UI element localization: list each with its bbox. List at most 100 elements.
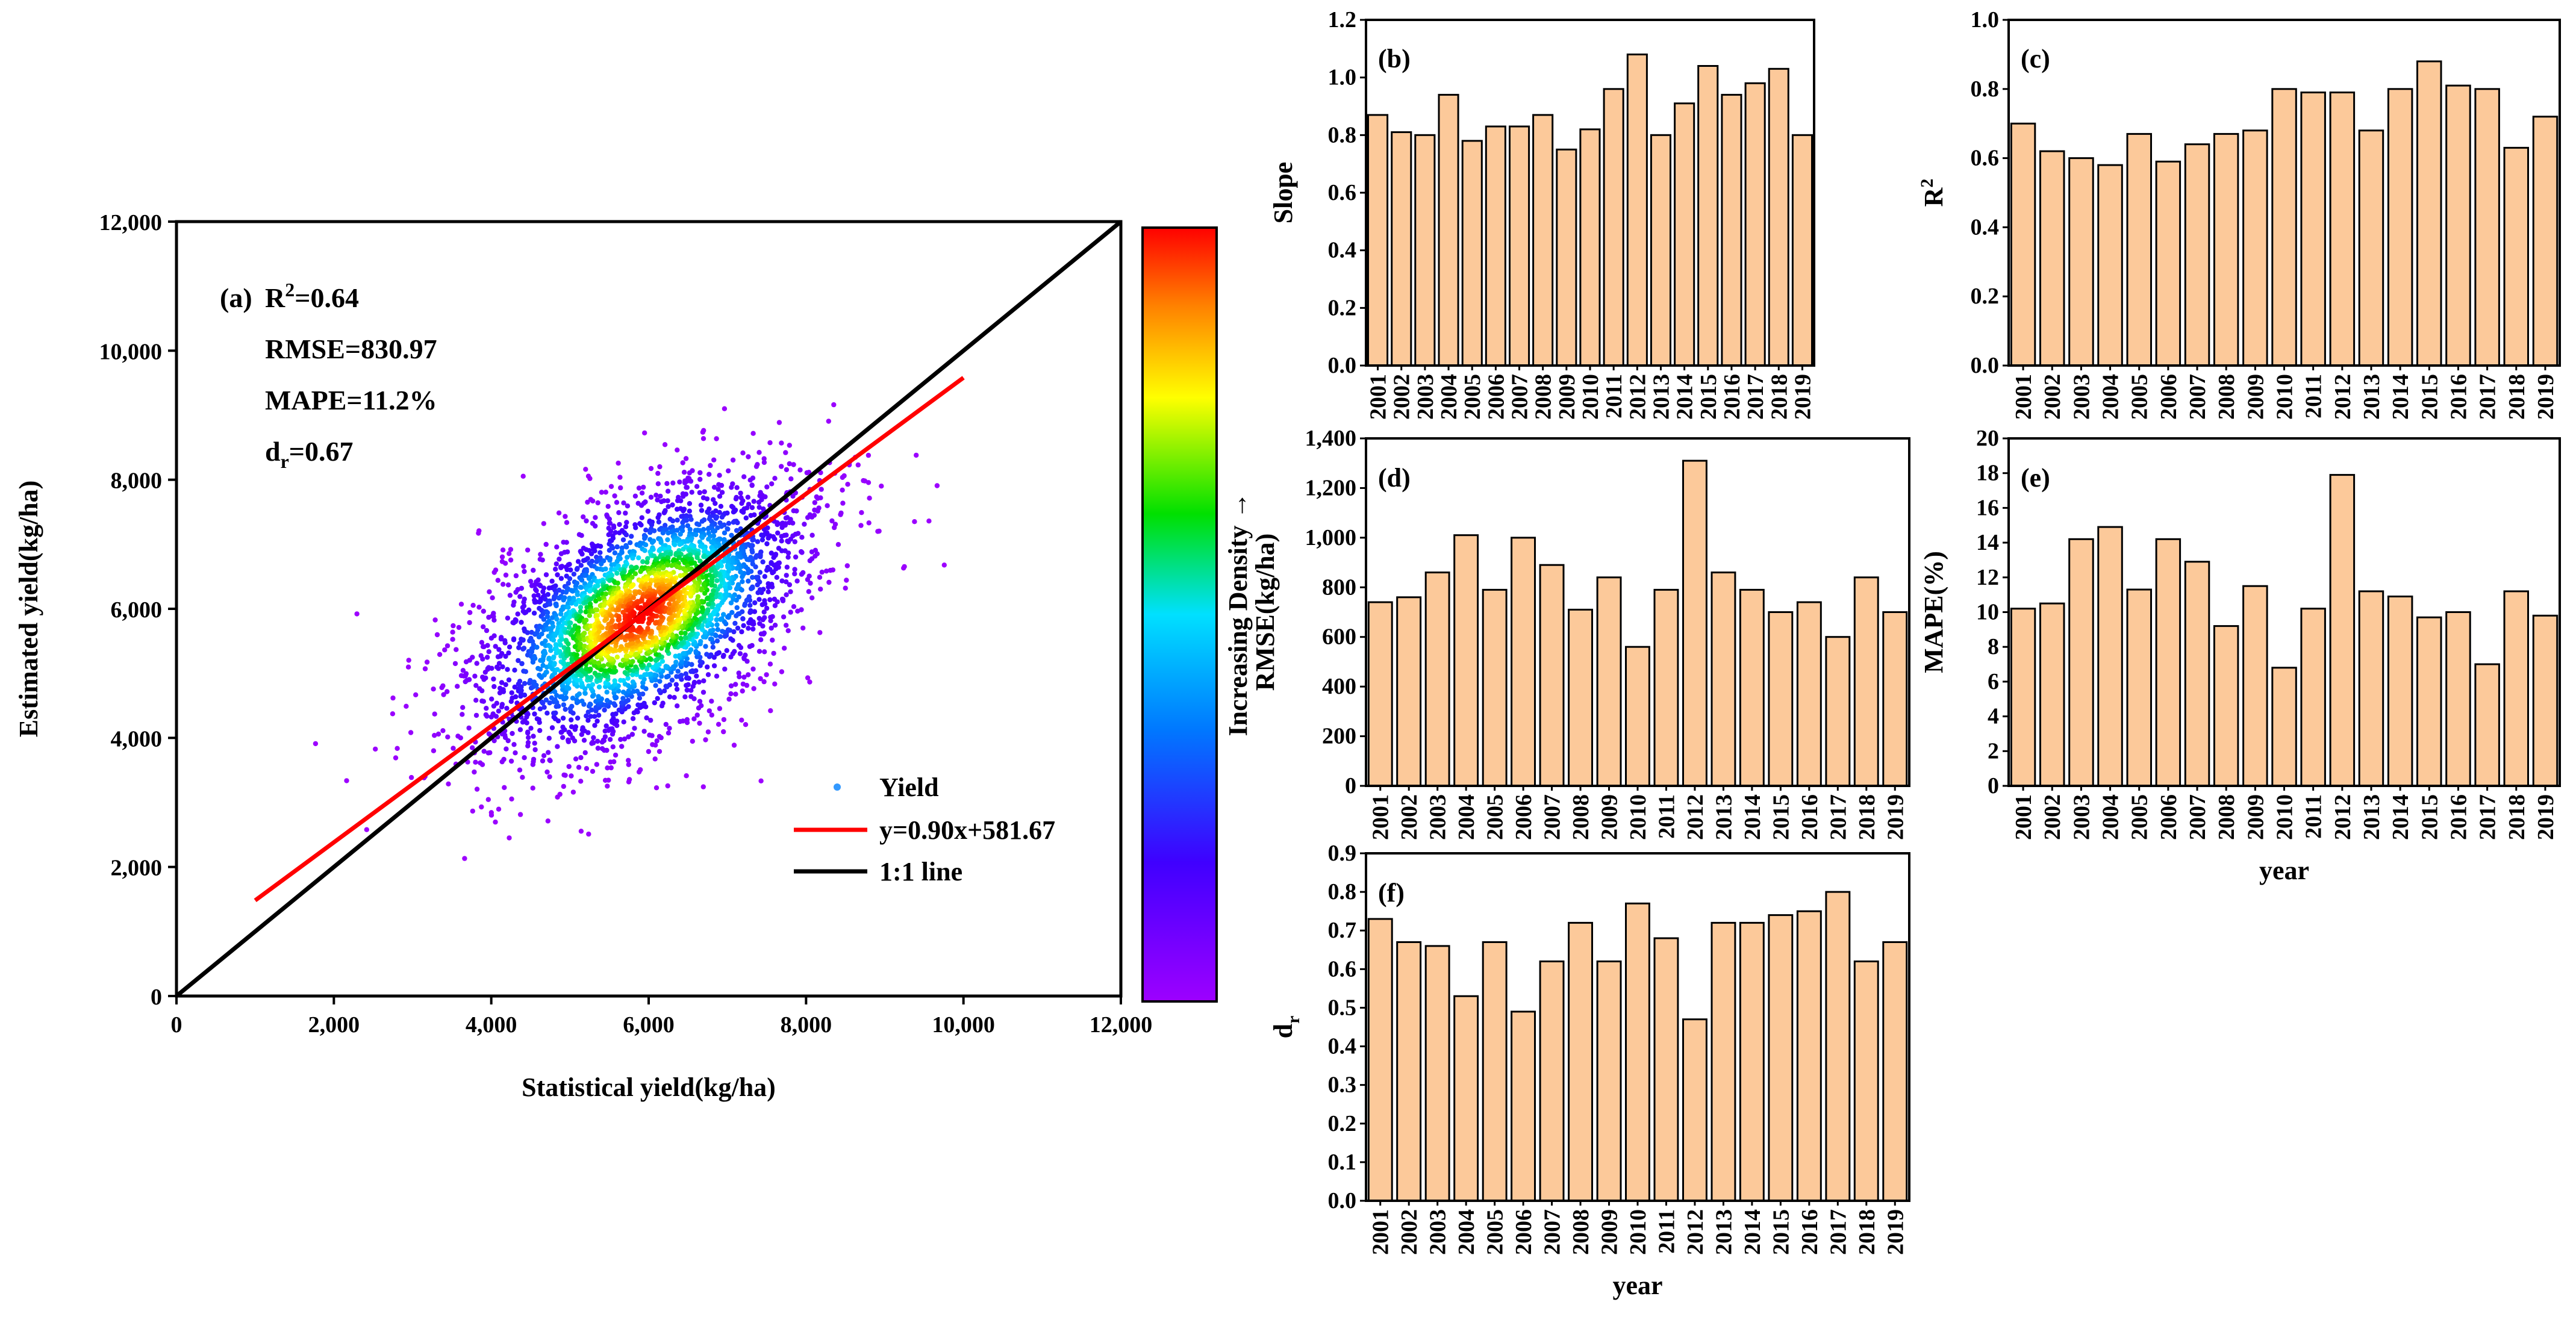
scatter-point bbox=[611, 701, 617, 706]
scatter-point bbox=[640, 559, 646, 564]
scatter-point bbox=[792, 539, 798, 544]
scatter-point bbox=[506, 677, 512, 683]
scatter-point bbox=[779, 525, 785, 531]
scatter-point bbox=[819, 569, 825, 575]
y-tick-label: 0.2 bbox=[1971, 284, 2000, 309]
scatter-point bbox=[681, 608, 687, 614]
scatter-point bbox=[648, 465, 654, 472]
scatter-point bbox=[656, 548, 662, 553]
scatter-point bbox=[619, 700, 625, 706]
scatter-point bbox=[493, 819, 498, 825]
y-tick-label: 0 bbox=[1988, 773, 1999, 799]
scatter-point bbox=[525, 547, 531, 553]
scatter-point bbox=[605, 625, 610, 631]
scatter-point bbox=[610, 712, 616, 717]
x-tick-label: 2008 bbox=[2214, 794, 2239, 840]
bar-2004 bbox=[1453, 534, 1479, 787]
scatter-point bbox=[764, 484, 770, 490]
scatter-point bbox=[602, 728, 608, 734]
scatter-point bbox=[769, 560, 774, 565]
scatter-point bbox=[660, 659, 666, 664]
scatter-point bbox=[725, 526, 731, 532]
bar-2005 bbox=[1461, 140, 1483, 367]
scatter-point bbox=[507, 644, 513, 650]
bar-2001 bbox=[1367, 601, 1393, 787]
scatter-point bbox=[541, 753, 547, 759]
scatter-point bbox=[771, 650, 776, 656]
colorbar-label: Increasing Density → bbox=[1223, 493, 1253, 736]
scatter-point bbox=[661, 635, 667, 641]
scatter-point bbox=[566, 641, 571, 647]
scatter-point bbox=[641, 484, 646, 490]
scatter-point bbox=[705, 672, 711, 677]
scatter-point bbox=[625, 555, 630, 560]
scatter-point bbox=[726, 520, 732, 526]
scatter-point bbox=[607, 558, 613, 563]
scatter-point bbox=[552, 661, 557, 666]
scatter-point bbox=[722, 666, 728, 672]
scatter-point bbox=[619, 644, 624, 650]
scatter-point bbox=[556, 510, 562, 515]
y-tick-label: 0.8 bbox=[1971, 76, 2000, 102]
scatter-point bbox=[758, 676, 763, 682]
scatter-point bbox=[395, 746, 400, 752]
y-tick-label: 0.8 bbox=[1328, 879, 1357, 904]
y-axis-label-b: Slope bbox=[1268, 162, 1298, 224]
scatter-point bbox=[613, 624, 619, 630]
bar-2013 bbox=[1650, 134, 1671, 367]
scatter-point bbox=[488, 810, 494, 815]
scatter-point bbox=[750, 626, 756, 632]
scatter-point bbox=[653, 785, 660, 791]
bar-2003 bbox=[2068, 538, 2094, 787]
scatter-point bbox=[596, 712, 602, 718]
scatter-point bbox=[597, 550, 603, 555]
scatter-point bbox=[563, 695, 569, 700]
scatter-point bbox=[605, 662, 611, 667]
scatter-point bbox=[694, 484, 700, 489]
bar-2010 bbox=[2271, 667, 2297, 787]
x-tick-label: 2004 bbox=[1454, 794, 1479, 840]
scatter-point bbox=[458, 602, 464, 607]
scatter-point bbox=[532, 741, 537, 746]
scatter-point bbox=[472, 673, 478, 679]
scatter-point bbox=[665, 562, 670, 568]
scatter-point bbox=[531, 567, 536, 573]
scatter-point bbox=[785, 628, 791, 634]
scatter-point bbox=[591, 714, 597, 719]
scatter-point bbox=[626, 762, 632, 767]
scatter-point bbox=[544, 670, 549, 675]
scatter-point bbox=[599, 746, 605, 752]
x-tick-label: 2015 bbox=[2417, 374, 2442, 420]
x-tick-label: 12,000 bbox=[1090, 1012, 1153, 1038]
scatter-point bbox=[702, 591, 708, 596]
scatter-point bbox=[666, 730, 672, 736]
x-tick-label: 2007 bbox=[1540, 1209, 1565, 1255]
scatter-point bbox=[663, 523, 668, 528]
scatter-point bbox=[496, 708, 502, 714]
scatter-point bbox=[599, 625, 605, 630]
scatter-point bbox=[434, 632, 440, 638]
scatter-point bbox=[733, 496, 739, 502]
scatter-point bbox=[588, 551, 594, 556]
scatter-point bbox=[711, 588, 716, 594]
scatter-point bbox=[678, 531, 683, 537]
scatter-point bbox=[704, 652, 709, 657]
scatter-point bbox=[478, 760, 483, 766]
scatter-point bbox=[721, 612, 726, 617]
scatter-point bbox=[479, 804, 484, 810]
scatter-point bbox=[624, 520, 629, 525]
scatter-point bbox=[699, 518, 705, 524]
x-tick-label: 2010 bbox=[1626, 794, 1651, 840]
scatter-point bbox=[503, 682, 508, 688]
y-tick-label: 0 bbox=[151, 985, 162, 1010]
scatter-point bbox=[675, 528, 680, 533]
scatter-point bbox=[758, 631, 764, 637]
scatter-point bbox=[505, 667, 510, 672]
scatter-point bbox=[567, 561, 572, 567]
legend-point-marker bbox=[834, 783, 841, 791]
scatter-point bbox=[700, 574, 706, 580]
scatter-point bbox=[791, 462, 796, 467]
scatter-point bbox=[656, 688, 663, 693]
x-tick-label: 2014 bbox=[2388, 374, 2413, 420]
scatter-point bbox=[525, 630, 531, 635]
